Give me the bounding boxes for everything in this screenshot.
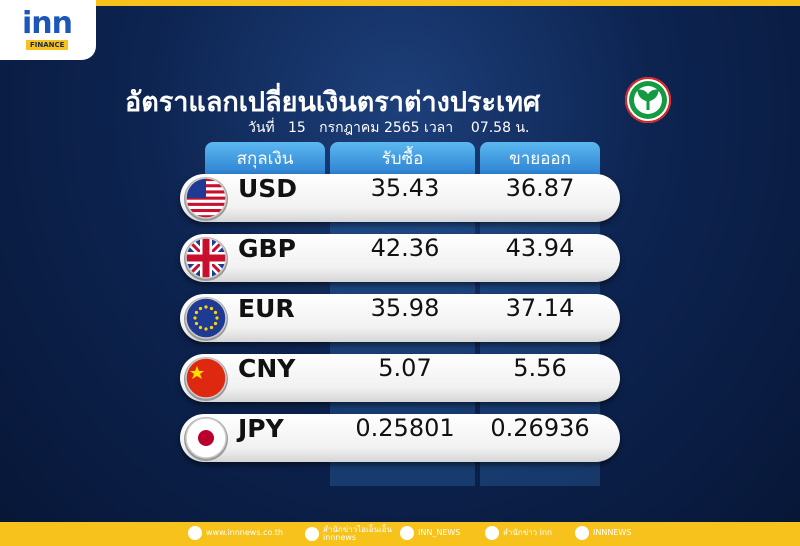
currency-code: EUR [238,294,295,323]
flag [184,357,228,401]
buy-rate: 0.25801 [355,414,455,442]
sell-rate: 37.14 [505,294,575,322]
footer-icon [575,526,589,540]
table-row: USD 35.43 36.87 [180,174,620,222]
buy-rate: 35.43 [370,174,440,202]
buy-rate: 5.07 [378,354,432,382]
logo-sub: FINANCE [26,40,69,50]
sell-rate: 0.26936 [490,414,590,442]
buy-rate: 35.98 [370,294,440,322]
column-header: ขายออก [480,142,600,176]
footer-item: INN_NEWS [400,526,460,540]
footer-item: www.innnews.co.th [188,526,283,540]
table-row: JPY 0.25801 0.26936 [180,414,620,462]
currency-code: CNY [238,354,296,383]
date-line: วันที่ 15 กรกฎาคม 2565 เวลา 07.58 น. [248,120,530,136]
bank-logo [625,77,671,123]
footer-text: www.innnews.co.th [206,528,283,537]
footer-text: สำนักข่าว inn [503,528,553,537]
top-bar [0,0,800,6]
currency-code: GBP [238,234,296,263]
flag [184,177,228,221]
footer-text: INNNEWS [593,528,632,537]
logo: inn FINANCE [0,0,96,60]
footer-item: สำนักข่าวไอเอ็นเอ็น innnews [305,526,392,542]
sell-rate: 36.87 [505,174,575,202]
sell-rate: 43.94 [505,234,575,262]
column-header: รับซื้อ [330,142,475,176]
sell-rate: 5.56 [513,354,567,382]
flag [184,417,228,461]
footer: www.innnews.co.th สำนักข่าวไอเอ็นเอ็น inn… [0,522,800,546]
footer-item: INNNEWS [575,526,631,540]
footer-icon [188,526,202,540]
footer-icon [485,526,499,540]
logo-text: inn [22,6,73,41]
footer-icon [400,526,414,540]
flag [184,297,228,341]
footer-text: INN_NEWS [418,528,461,537]
currency-code: JPY [238,414,284,443]
flag [184,237,228,281]
footer-item: สำนักข่าว inn [485,526,552,540]
title: อัตราแลกเปลี่ยนเงินตราต่างประเทศ [125,87,541,118]
column-header: สกุลเงิน [205,142,325,176]
buy-rate: 42.36 [370,234,440,262]
table-row: EUR 35.98 37.14 [180,294,620,342]
currency-code: USD [238,174,298,203]
table-row: CNY 5.07 5.56 [180,354,620,402]
table-row: GBP 42.36 43.94 [180,234,620,282]
footer-icon [305,527,319,541]
footer-text: สำนักข่าวไอเอ็นเอ็น innnews [323,525,392,542]
